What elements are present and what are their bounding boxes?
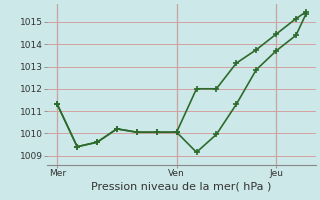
X-axis label: Pression niveau de la mer( hPa ): Pression niveau de la mer( hPa ): [92, 182, 272, 192]
